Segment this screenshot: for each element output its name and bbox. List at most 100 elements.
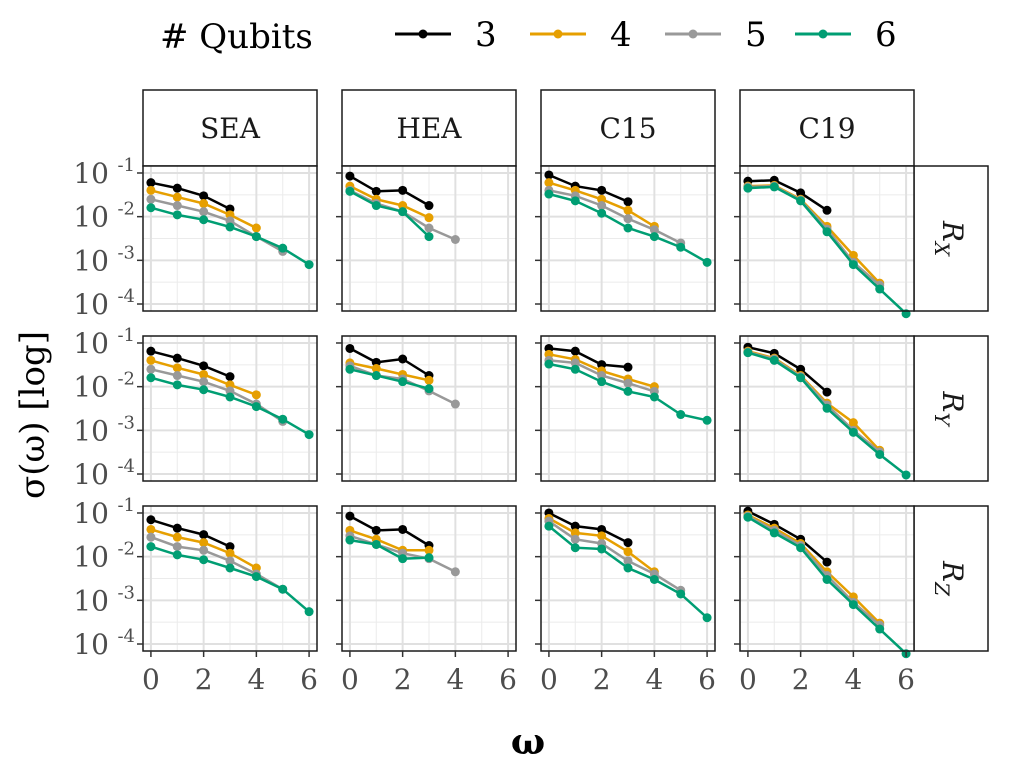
data-point-6 [822,403,832,413]
panel-SEA-Z: 10 -1 10 -2 10 -3 10 -40 2 4 6 [73,495,318,696]
y-tick-label: 10 -1 [73,155,135,190]
data-point-6 [822,227,832,237]
data-point-3 [544,170,554,180]
y-tick-label: 10 -4 [73,626,135,661]
y-tick-label: 10 -3 [73,242,135,277]
data-point-4 [251,223,261,233]
data-point-5 [597,371,607,381]
series-line-5 [747,515,881,627]
data-point-6 [304,430,314,440]
data-point-6 [345,535,355,545]
data-point-6 [676,410,686,420]
data-point-6 [424,384,434,394]
panel-HEA-Y [336,335,517,482]
series-line-3 [349,347,430,377]
series-line-6 [349,368,430,390]
series-line-3 [150,181,231,211]
data-point-3 [172,523,182,533]
data-point-5 [199,377,209,387]
data-point-3 [146,346,156,356]
data-point-6 [769,182,779,192]
data-point-6 [597,544,607,554]
data-point-3 [199,191,209,201]
data-point-3 [623,538,633,548]
data-point-6 [597,208,607,218]
x-tick-label: 2 [394,663,412,696]
x-tick-label: 0 [739,663,757,696]
data-point-5 [623,556,633,566]
data-point-3 [345,343,355,353]
data-point-3 [345,511,355,521]
data-point-4 [199,538,209,548]
series-line-4 [349,529,429,552]
data-point-6 [199,385,209,395]
data-point-4 [172,192,182,202]
data-point-6 [623,223,633,233]
y-tick-label: 10 -2 [73,539,135,574]
y-tick-label: 10 -2 [73,199,135,234]
data-point-4 [544,178,554,188]
data-point-3 [570,521,580,531]
data-point-6 [424,553,434,563]
legend: # Qubits 3 4 5 6 [160,15,897,57]
series-line-3 [548,173,629,203]
y-tick-exponent: -1 [117,325,135,346]
data-point-6 [570,196,580,206]
data-point-6 [251,572,261,582]
series-line-5 [548,520,682,592]
y-tick-label: 10 -3 [73,582,135,617]
series-line-3 [548,511,629,544]
y-tick-exponent: -2 [117,539,135,560]
data-point-6 [398,207,408,217]
legend-entry-4: 4 [530,15,632,55]
data-point-5 [146,194,156,204]
facet-strip-C15: C15 [540,89,716,167]
data-point-6 [875,284,885,294]
facet-row-subscript: X [930,240,954,257]
y-tick-exponent: -4 [117,626,135,647]
x-tick-label: 0 [142,663,160,696]
data-point-6 [676,242,686,252]
facet-strip-SEA: SEA [142,89,318,167]
y-tick-label: 10 -1 [73,325,135,360]
x-tick-label: 0 [540,663,558,696]
data-point-5 [649,225,659,235]
y-tick-label: 10 -2 [73,369,135,404]
panel-C19-X [734,165,915,319]
facet-strip-row-2: RZ [913,505,989,652]
data-point-3 [172,183,182,193]
data-point-4 [398,201,408,211]
data-point-6 [743,348,753,358]
data-point-6 [649,574,659,584]
facet-strip-HEA: HEA [341,89,517,167]
data-point-6 [544,359,554,369]
data-point-6 [796,196,806,206]
data-point-5 [570,358,580,368]
data-point-6 [848,427,858,437]
data-point-3 [371,525,381,535]
panel-C15-Y [535,335,716,482]
data-point-6 [172,550,182,560]
data-point-6 [398,377,408,387]
data-point-5 [450,234,460,244]
data-point-4 [597,531,607,541]
data-point-6 [702,415,712,425]
y-tick-exponent: -3 [117,242,135,263]
series-line-3 [747,345,828,394]
panel-C19-Y [734,335,915,482]
data-point-6 [345,364,355,374]
facet-row-subscript: Z [930,581,954,597]
data-point-4 [199,369,209,379]
data-point-6 [822,574,832,584]
data-point-3 [398,185,408,195]
x-tick-label: 6 [698,663,716,696]
data-point-3 [371,357,381,367]
facet-row-subscript: Y [930,412,954,427]
data-point-3 [597,185,607,195]
y-tick-exponent: -2 [117,369,135,390]
x-tick-label: 4 [446,663,464,696]
data-point-5 [146,364,156,374]
data-point-6 [304,260,314,270]
